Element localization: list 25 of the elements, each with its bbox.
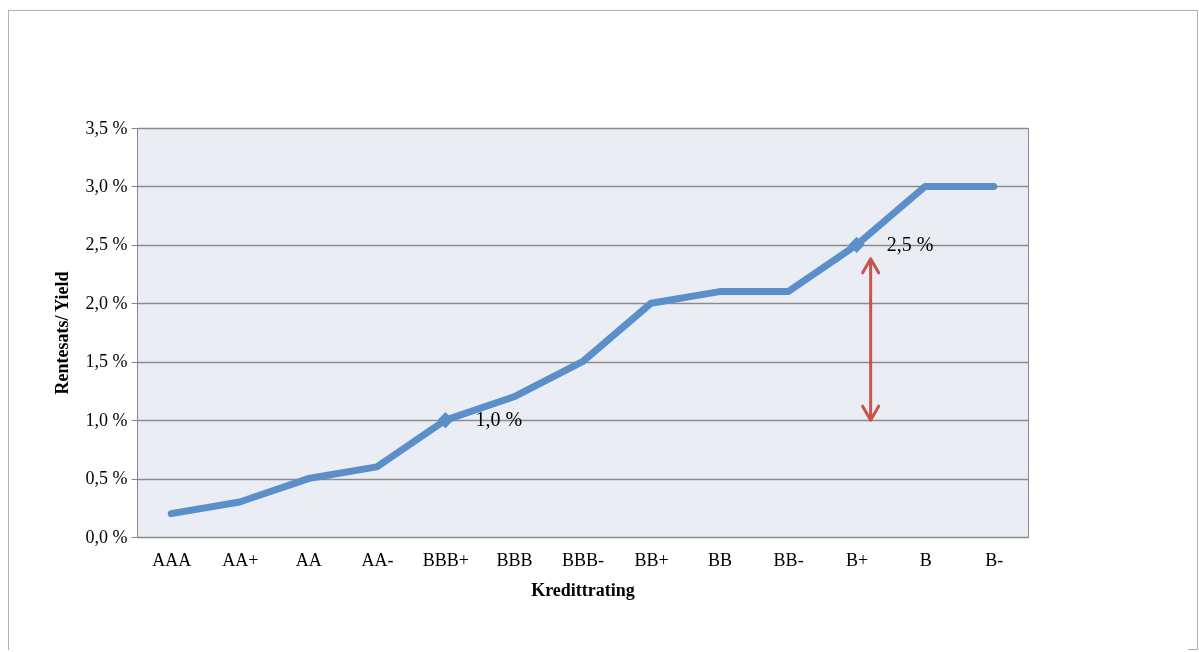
x-tick-label: BB- [773,549,804,570]
x-tick-label: B+ [846,549,869,570]
x-tick-label: BBB+ [422,549,470,570]
x-tick-label: B- [985,549,1004,570]
y-tick-label: 0,0 % [85,526,128,547]
x-tick-label: BB [708,549,733,570]
y-tick-label: 3,0 % [85,175,128,196]
x-tick-label: AAA [152,549,192,570]
annotation: 1,0 % [475,408,523,431]
y-tick-label: 1,5 % [85,351,128,372]
x-tick-label: BBB [496,549,533,570]
x-axis-title: Kredittrating [531,579,635,600]
x-tick-label: AA- [361,549,394,570]
y-tick-label: 3,5 % [85,117,128,138]
y-tick-label: 1,0 % [85,409,128,430]
annotation: 2,5 % [886,232,934,255]
x-tick-label: B [919,549,932,570]
x-tick-label: BBB- [561,549,605,570]
y-tick-label: 2,5 % [85,234,128,255]
x-tick-label: BB+ [634,549,669,570]
y-tick-label: 0,5 % [85,468,128,489]
y-axis-title: Rentesats/ Yield [51,271,72,395]
x-tick-label: AA+ [222,549,259,570]
x-tick-label: AA [295,549,322,570]
y-tick-label: 2,0 % [85,292,128,313]
